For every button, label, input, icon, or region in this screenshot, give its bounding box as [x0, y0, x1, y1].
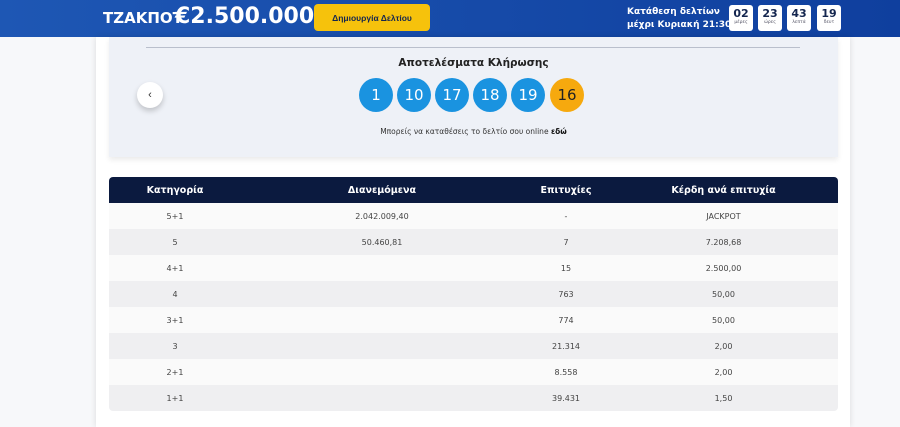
table-row: 2+1 8.558 2,00: [109, 359, 838, 385]
divider: [146, 47, 800, 48]
countdown-ώρες: 23 ώρες: [758, 5, 782, 31]
table-cell: 15: [560, 263, 572, 273]
drawn-number-ball: 1: [359, 78, 393, 112]
table-row: 3 21.314 2,00: [109, 333, 838, 359]
countdown-value: 02: [733, 7, 749, 20]
online-link[interactable]: εδώ: [550, 127, 567, 136]
bonus-number-ball: 16: [550, 78, 584, 112]
table-cell: 1,50: [714, 393, 733, 403]
create-ticket-button[interactable]: Δημιουργία Δελτίου: [314, 4, 430, 31]
countdown-unit: δευτ: [823, 20, 835, 25]
drawn-number-ball: 10: [397, 78, 431, 112]
table-cell: 4+1: [166, 263, 184, 273]
previous-draw-button[interactable]: ‹: [137, 82, 163, 108]
results-title: Αποτελέσματα Κλήρωσης: [398, 57, 549, 69]
countdown-unit: μέρες: [734, 20, 748, 25]
online-note: Μπορείς να καταθέσεις το δελτίο σου onli…: [109, 127, 838, 136]
table-header: Κατηγορία Διανεμόμενα Επιτυχίες Κέρδη ανά ε…: [109, 177, 838, 203]
table-cell: 21.314: [552, 341, 580, 351]
table-row: 5+1 2.042.009,40 - JACKPOT: [109, 203, 838, 229]
table-cell: 2,00: [714, 341, 733, 351]
countdown-unit: λεπτά: [792, 20, 806, 25]
table-cell: 4: [172, 289, 178, 299]
countdown-μέρες: 02 μέρες: [729, 5, 753, 31]
table-cell: 3+1: [166, 315, 184, 325]
table-cell: 2,00: [714, 367, 733, 377]
table-cell: 7.208,68: [705, 237, 742, 247]
table-cell: 5+1: [166, 211, 184, 221]
note-text: Μπορείς να καταθέσεις το δελτίο σου onli…: [380, 127, 549, 136]
table-row: 4+1 15 2.500,00: [109, 255, 838, 281]
drawn-number-ball: 17: [435, 78, 469, 112]
top-bar: ΤΖΑΚΠΟΤ €2.500.000 Δημιουργία Δελτίου Κα…: [0, 0, 900, 37]
drawn-number-ball: 19: [511, 78, 545, 112]
table-row: 4 763 50,00: [109, 281, 838, 307]
table-cell: 8.558: [554, 367, 578, 377]
chevron-left-icon: ‹: [148, 89, 152, 101]
table-cell: -: [564, 211, 568, 221]
table-cell: 50,00: [712, 315, 735, 325]
countdown-λεπτά: 43 λεπτά: [787, 5, 811, 31]
table-cell: 39.431: [552, 393, 580, 403]
table-cell: 3: [172, 341, 178, 351]
column-header: Κέρδη ανά επιτυχία: [671, 184, 776, 196]
table-cell: 2.500,00: [705, 263, 742, 273]
table-row: 1+1 39.431 1,50: [109, 385, 838, 411]
prize-table: Κατηγορία Διανεμόμενα Επιτυχίες Κέρδη ανά ε…: [109, 177, 838, 411]
table-cell: 2.042.009,40: [355, 211, 409, 221]
countdown-unit: ώρες: [764, 20, 776, 25]
table-cell: 2+1: [166, 367, 184, 377]
table-cell: 774: [558, 315, 574, 325]
deadline-line1: Κατάθεση δελτίων: [627, 7, 720, 17]
table-cell: 5: [172, 237, 178, 247]
column-header: Κατηγορία: [146, 184, 204, 196]
deadline-line2: μέχρι Κυριακή 21:30: [627, 20, 732, 30]
table-cell: JACKPOT: [706, 211, 741, 221]
table-row: 3+1 774 50,00: [109, 307, 838, 333]
table-cell: 763: [558, 289, 574, 299]
column-header: Διανεμόμενα: [347, 184, 417, 196]
table-cell: 50.460,81: [361, 237, 403, 247]
jackpot-label: ΤΖΑΚΠΟΤ: [103, 9, 183, 27]
draw-results-card: Αποτελέσματα Κλήρωσης ‹ 1 10 17 18 19 16 Μπορ…: [109, 37, 838, 157]
table-cell: 1+1: [166, 393, 184, 403]
countdown-value: 43: [791, 7, 807, 20]
table-row: 5 50.460,81 7 7.208,68: [109, 229, 838, 255]
deadline-text: Κατάθεση δελτίων μέχρι Κυριακή 21:30: [627, 6, 731, 32]
countdown-value: 19: [821, 7, 837, 20]
table-cell: 50,00: [712, 289, 735, 299]
column-header: Επιτυχίες: [540, 184, 592, 196]
jackpot-amount: €2.500.000: [175, 4, 315, 29]
countdown-δευτ: 19 δευτ: [817, 5, 841, 31]
countdown-value: 23: [762, 7, 778, 20]
table-cell: 7: [563, 237, 569, 247]
drawn-number-ball: 18: [473, 78, 507, 112]
